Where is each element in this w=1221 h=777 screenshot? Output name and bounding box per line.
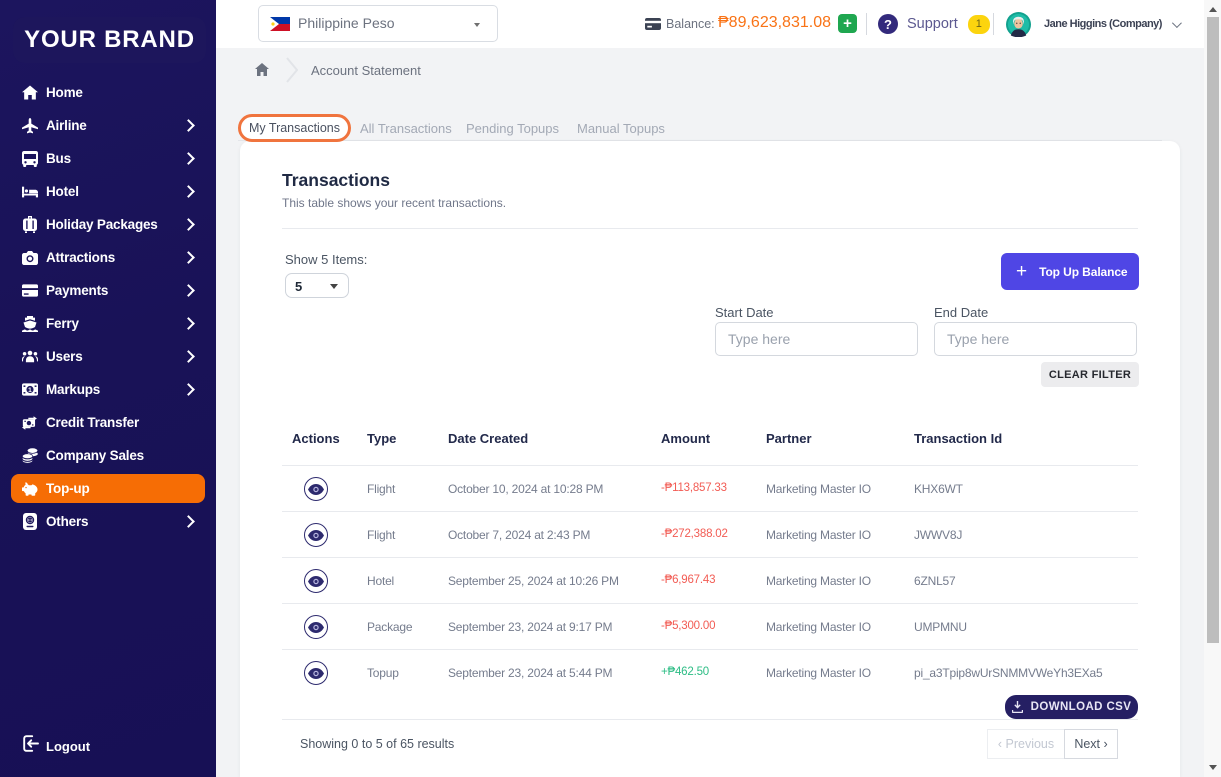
svg-text:1: 1 [28,387,32,394]
